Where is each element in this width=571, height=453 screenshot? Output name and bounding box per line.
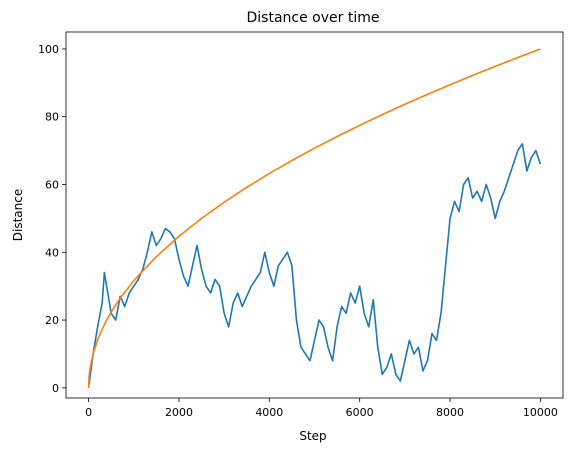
y-tick-label: 60 xyxy=(45,179,59,192)
x-tick-label: 0 xyxy=(85,406,92,419)
y-tick-label: 40 xyxy=(45,246,59,259)
series-line-0 xyxy=(87,143,542,388)
y-axis-label: Distance xyxy=(11,189,25,241)
axes-frame xyxy=(65,31,564,399)
x-tick-label: 2000 xyxy=(165,406,193,419)
x-tick-label: 6000 xyxy=(346,406,374,419)
series-layer xyxy=(87,48,542,388)
x-tick-label: 8000 xyxy=(436,406,464,419)
y-tick-label: 100 xyxy=(38,43,59,56)
y-tick-label: 20 xyxy=(45,314,59,327)
x-tick-label: 4000 xyxy=(255,406,283,419)
y-tick-label: 0 xyxy=(52,382,59,395)
x-tick-label: 10000 xyxy=(523,406,558,419)
plot-area xyxy=(65,31,564,399)
y-tick-label: 80 xyxy=(45,111,59,124)
series-line-1 xyxy=(87,48,541,388)
chart-title: Distance over time xyxy=(247,10,380,26)
x-axis-ticks: 0 2000 4000 6000 8000 10000 xyxy=(85,398,558,419)
x-axis-label: Step xyxy=(299,429,326,443)
y-axis-ticks: 0 20 40 60 80 100 xyxy=(38,43,66,395)
